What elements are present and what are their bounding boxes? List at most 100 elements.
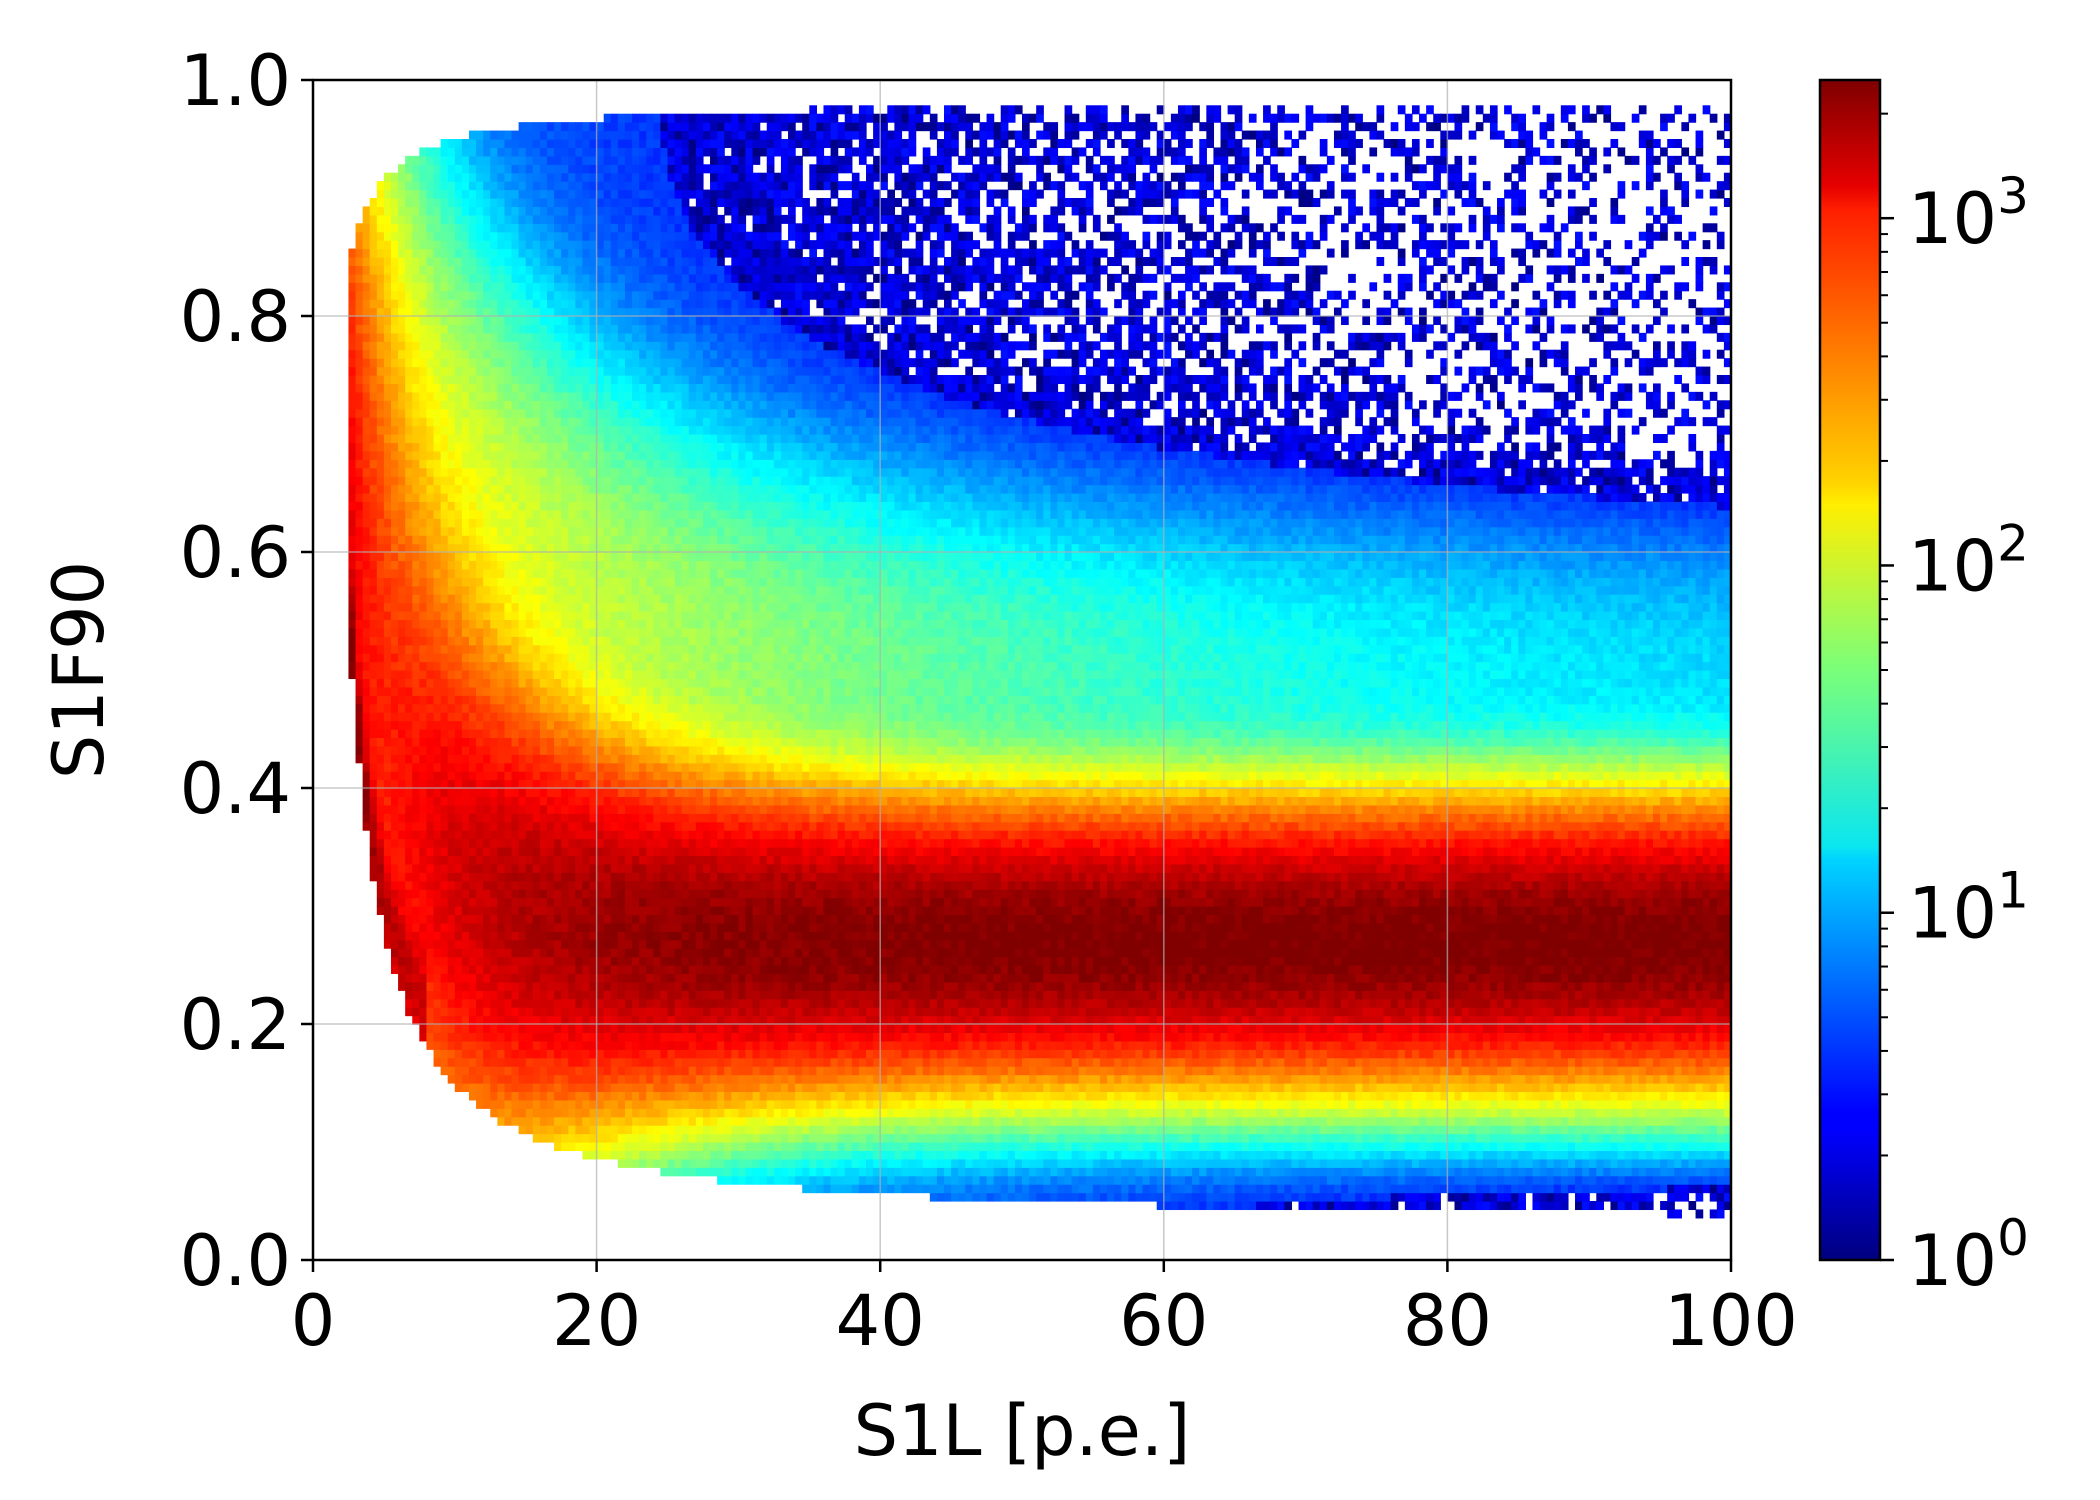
heatmap-cell [490, 1049, 498, 1058]
heatmap-cell [476, 695, 484, 704]
heatmap-cell [611, 737, 619, 746]
heatmap-cell [632, 653, 640, 662]
heatmap-cell [526, 577, 534, 586]
heatmap-cell [455, 653, 463, 662]
heatmap-cell [434, 788, 442, 797]
heatmap-cell [497, 476, 505, 485]
heatmap-cell [455, 670, 463, 679]
heatmap-cell [561, 931, 569, 940]
heatmap-cell [604, 375, 612, 384]
heatmap-cell [554, 375, 562, 384]
heatmap-cell [412, 223, 420, 232]
heatmap-cell [646, 215, 654, 224]
heatmap-cell [462, 914, 470, 923]
heatmap-cell [660, 552, 668, 561]
heatmap-cell [554, 569, 562, 578]
heatmap-cell [405, 358, 413, 367]
heatmap-cell [504, 527, 512, 536]
heatmap-cell [526, 628, 534, 637]
heatmap-cell [462, 847, 470, 856]
heatmap-cell [483, 603, 491, 612]
heatmap-cell [490, 501, 498, 510]
heatmap-cell [660, 1150, 668, 1159]
heatmap-cell [533, 518, 541, 527]
heatmap-cell [455, 628, 463, 637]
heatmap-cell [533, 400, 541, 409]
heatmap-cell [660, 982, 668, 991]
heatmap-cell [519, 316, 527, 325]
heatmap-cell [384, 754, 392, 763]
heatmap-cell [391, 855, 399, 864]
heatmap-cell [618, 493, 626, 502]
heatmap-cell [582, 442, 590, 451]
heatmap-cell [512, 653, 520, 662]
heatmap-cell [540, 662, 548, 671]
heatmap-cell [533, 746, 541, 755]
heatmap-cell [455, 906, 463, 915]
heatmap-cell [462, 527, 470, 536]
heatmap-cell [512, 333, 520, 342]
heatmap-cell [568, 729, 576, 738]
heatmap-cell [497, 704, 505, 713]
heatmap-cell [597, 409, 605, 418]
heatmap-cell [618, 957, 626, 966]
heatmap-cell [405, 383, 413, 392]
heatmap-cell [639, 906, 647, 915]
heatmap-cell [597, 931, 605, 940]
heatmap-cell [462, 535, 470, 544]
heatmap-cell [540, 872, 548, 881]
heatmap-cell [512, 501, 520, 510]
heatmap-cell [597, 822, 605, 831]
heatmap-cell [348, 510, 356, 519]
heatmap-cell [377, 889, 385, 898]
heatmap-cell [660, 645, 668, 654]
heatmap-cell [526, 931, 534, 940]
heatmap-cell [441, 712, 449, 721]
heatmap-cell [497, 1083, 505, 1092]
heatmap-cell [639, 257, 647, 266]
heatmap-cell [356, 383, 364, 392]
heatmap-cell [384, 400, 392, 409]
heatmap-cell [568, 847, 576, 856]
heatmap-cell [618, 350, 626, 359]
heatmap-cell [632, 746, 640, 755]
heatmap-cell [384, 493, 392, 502]
heatmap-cell [384, 409, 392, 418]
heatmap-cell [490, 476, 498, 485]
heatmap-cell [412, 855, 420, 864]
heatmap-cell [441, 265, 449, 274]
heatmap-cell [547, 763, 555, 772]
heatmap-cell [469, 982, 477, 991]
heatmap-cell [540, 358, 548, 367]
heatmap-cell [412, 898, 420, 907]
heatmap-cell [547, 906, 555, 915]
heatmap-cell [540, 316, 548, 325]
heatmap-cell [547, 788, 555, 797]
heatmap-cell [434, 889, 442, 898]
heatmap-cell [604, 190, 612, 199]
heatmap-cell [455, 813, 463, 822]
heatmap-cell [391, 746, 399, 755]
heatmap-cell [455, 948, 463, 957]
heatmap-cell [639, 426, 647, 435]
heatmap-cell [469, 156, 477, 165]
heatmap-cell [632, 122, 640, 131]
heatmap-cell [653, 198, 661, 207]
heatmap-cell [356, 586, 364, 595]
heatmap-cell [582, 341, 590, 350]
heatmap-cell [476, 400, 484, 409]
heatmap-cell [582, 999, 590, 1008]
heatmap-cell [554, 409, 562, 418]
heatmap-cell [660, 1091, 668, 1100]
heatmap-cell [419, 1007, 427, 1016]
heatmap-cell [412, 468, 420, 477]
heatmap-cell [398, 485, 406, 494]
heatmap-cell [526, 392, 534, 401]
heatmap-cell [455, 990, 463, 999]
heatmap-cell [632, 367, 640, 376]
heatmap-cell [568, 1007, 576, 1016]
heatmap-cell [356, 729, 364, 738]
heatmap-cell [618, 139, 626, 148]
heatmap-cell [519, 206, 527, 215]
heatmap-cell [497, 923, 505, 932]
